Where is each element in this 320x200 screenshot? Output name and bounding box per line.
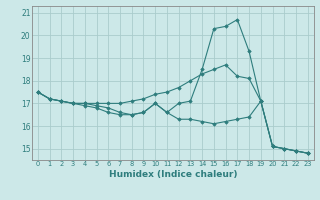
X-axis label: Humidex (Indice chaleur): Humidex (Indice chaleur)	[108, 170, 237, 179]
